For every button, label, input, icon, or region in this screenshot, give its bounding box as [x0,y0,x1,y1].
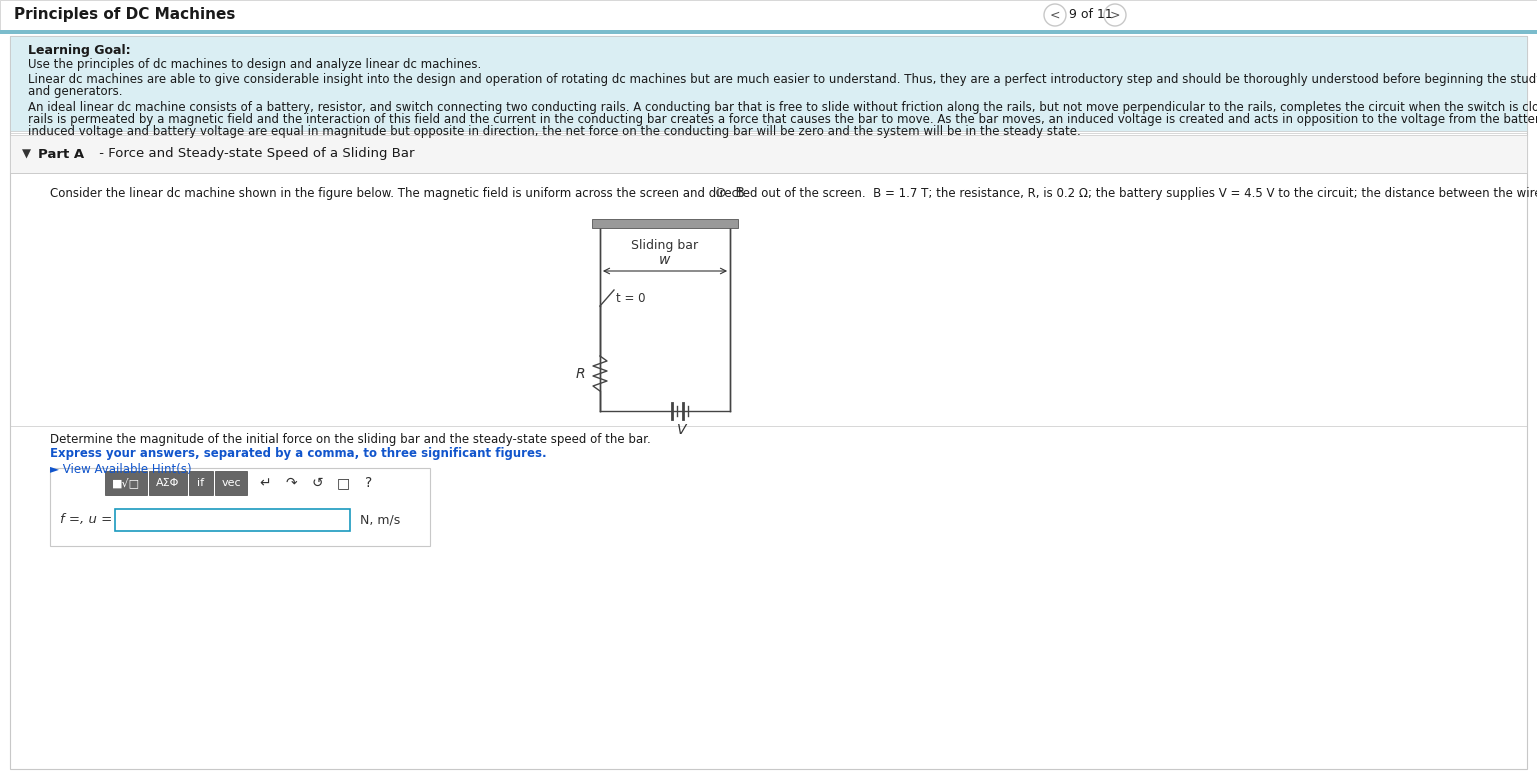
Text: Consider the linear dc machine shown in the figure below. The magnetic field is : Consider the linear dc machine shown in … [51,187,1537,200]
Text: ?: ? [366,476,372,490]
Text: An ideal linear dc machine consists of a battery, resistor, and switch connectin: An ideal linear dc machine consists of a… [28,101,1537,114]
Circle shape [1044,4,1067,26]
Bar [105,471,148,495]
Bar [51,468,430,546]
Text: <: < [1050,9,1061,22]
Text: >: > [1110,9,1120,22]
Bar [11,135,1526,173]
Text: w: w [659,253,670,267]
Text: N, m/s: N, m/s [360,513,400,526]
Text: induced voltage and battery voltage are equal in magnitude but opposite in direc: induced voltage and battery voltage are … [28,125,1081,138]
Text: □: □ [337,476,349,490]
Text: Part A: Part A [38,148,85,161]
Bar [149,471,188,495]
Text: V: V [678,423,687,437]
Text: AΣΦ: AΣΦ [157,478,180,488]
Bar [0,0,1537,30]
Bar [189,471,214,495]
Text: Linear dc machines are able to give considerable insight into the design and ope: Linear dc machines are able to give cons… [28,73,1537,86]
Text: Determine the magnitude of the initial force on the sliding bar and the steady-s: Determine the magnitude of the initial f… [51,433,650,446]
Text: Principles of DC Machines: Principles of DC Machines [14,8,235,23]
Text: Sliding bar: Sliding bar [632,239,698,252]
Text: if: if [197,478,204,488]
Text: rails is permeated by a magnetic field and the interaction of this field and the: rails is permeated by a magnetic field a… [28,113,1537,126]
Text: 9 of 11: 9 of 11 [1070,9,1113,22]
Bar [0,30,1537,34]
Text: R: R [575,366,584,380]
Bar [215,471,247,495]
Text: ↵: ↵ [260,476,271,490]
Bar [115,509,350,531]
Text: ⊙  B: ⊙ B [715,186,745,200]
Text: ▼: ▼ [22,148,31,161]
Text: vec: vec [221,478,241,488]
Text: t = 0: t = 0 [616,291,646,305]
Text: Use the principles of dc machines to design and analyze linear dc machines.: Use the principles of dc machines to des… [28,58,481,71]
Text: and generators.: and generators. [28,85,123,98]
Text: - Force and Steady-state Speed of a Sliding Bar: - Force and Steady-state Speed of a Slid… [95,148,415,161]
Text: ■√□: ■√□ [112,478,140,488]
Text: f =, u =: f =, u = [60,513,112,526]
Text: Learning Goal:: Learning Goal: [28,44,131,57]
Bar [11,36,1526,131]
Text: ► View Available Hint(s): ► View Available Hint(s) [51,463,192,476]
Text: ↷: ↷ [286,476,297,490]
Bar [592,219,738,227]
Text: Express your answers, separated by a comma, to three significant figures.: Express your answers, separated by a com… [51,447,547,460]
Circle shape [1104,4,1127,26]
Text: ↺: ↺ [310,476,323,490]
